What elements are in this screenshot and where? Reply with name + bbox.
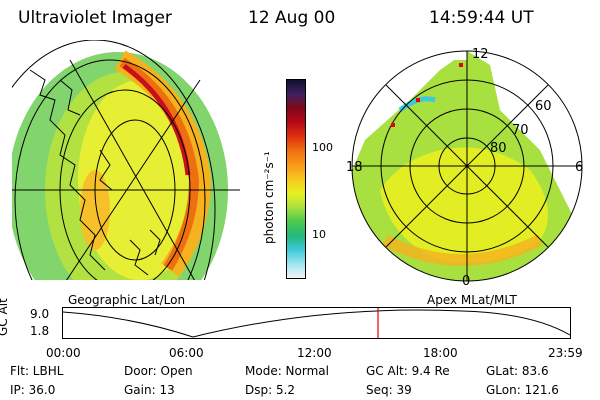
lat-grid-4 — [12, 40, 216, 280]
glon-info: GLon: 121.6 — [486, 383, 559, 397]
timeline-xtick-0600: 06:00 — [169, 346, 204, 360]
colorbar-unit-label: photon cm⁻²s⁻¹ — [262, 151, 276, 244]
geographic-image — [12, 40, 240, 280]
auroral-band-mid — [119, 57, 200, 271]
meridian-3 — [66, 79, 201, 280]
timeline-xtick-2359: 23:59 — [548, 346, 583, 360]
ip-info: IP: 36.0 — [10, 383, 56, 397]
timeline-ytick-min: 1.8 — [30, 324, 50, 338]
polar-auroral-band — [382, 234, 543, 266]
mlt-label-6: 6 — [575, 160, 583, 175]
instrument-title: Ultraviolet Imager — [18, 8, 172, 28]
coastline-outline — [29, 69, 161, 276]
mlt-label-0: 0 — [462, 274, 470, 289]
mlt-label-12: 12 — [472, 47, 489, 62]
timeline-xtick-0000: 00:00 — [46, 346, 81, 360]
time-label: 14:59:44 UT — [429, 8, 534, 28]
timeline-xtick-1200: 12:00 — [297, 346, 332, 360]
color-scale-bar — [286, 79, 306, 279]
lat-grid-3 — [14, 59, 206, 280]
polar-hot-pixel — [459, 63, 463, 67]
timeline-xtick-1800: 18:00 — [423, 346, 458, 360]
polar-plot: 12 18 6 0 60 70 80 — [346, 47, 583, 289]
door-info: Door: Open — [124, 364, 193, 378]
timeline-ytick-max: 9.0 — [30, 307, 50, 321]
filter-info: Flt: LBHL — [10, 364, 64, 378]
colorbar-tick-10: 10 — [312, 228, 326, 241]
lat-label-70: 70 — [512, 123, 529, 138]
glat-info: GLat: 83.6 — [486, 364, 549, 378]
lat-label-80: 80 — [490, 141, 507, 156]
polar-hot-pixel — [391, 123, 395, 127]
gc-alt-info: GC Alt: 9.4 Re — [366, 364, 450, 378]
timeline-axis-label: GC Alt — [0, 298, 10, 336]
gain-info: Gain: 13 — [124, 383, 175, 397]
polar-hot-pixel — [416, 98, 420, 102]
date-label: 12 Aug 00 — [248, 8, 336, 28]
apex-caption: Apex MLat/MLT — [427, 293, 517, 307]
dsp-info: Dsp: 5.2 — [245, 383, 296, 397]
lat-label-60: 60 — [535, 99, 552, 114]
mlt-label-18: 18 — [346, 160, 363, 175]
polar-diag-2 — [385, 84, 549, 248]
mode-info: Mode: Normal — [245, 364, 329, 378]
color-scale-gradient — [287, 80, 305, 278]
seq-info: Seq: 39 — [366, 383, 412, 397]
geographic-caption: Geographic Lat/Lon — [68, 293, 186, 307]
meridian-2 — [69, 59, 195, 280]
polar-emission-core — [380, 147, 548, 263]
colorbar-tick-100: 100 — [312, 141, 333, 154]
auroral-band-peak — [122, 63, 191, 176]
timeline-plot — [62, 307, 571, 339]
altitude-curve — [62, 309, 571, 338]
